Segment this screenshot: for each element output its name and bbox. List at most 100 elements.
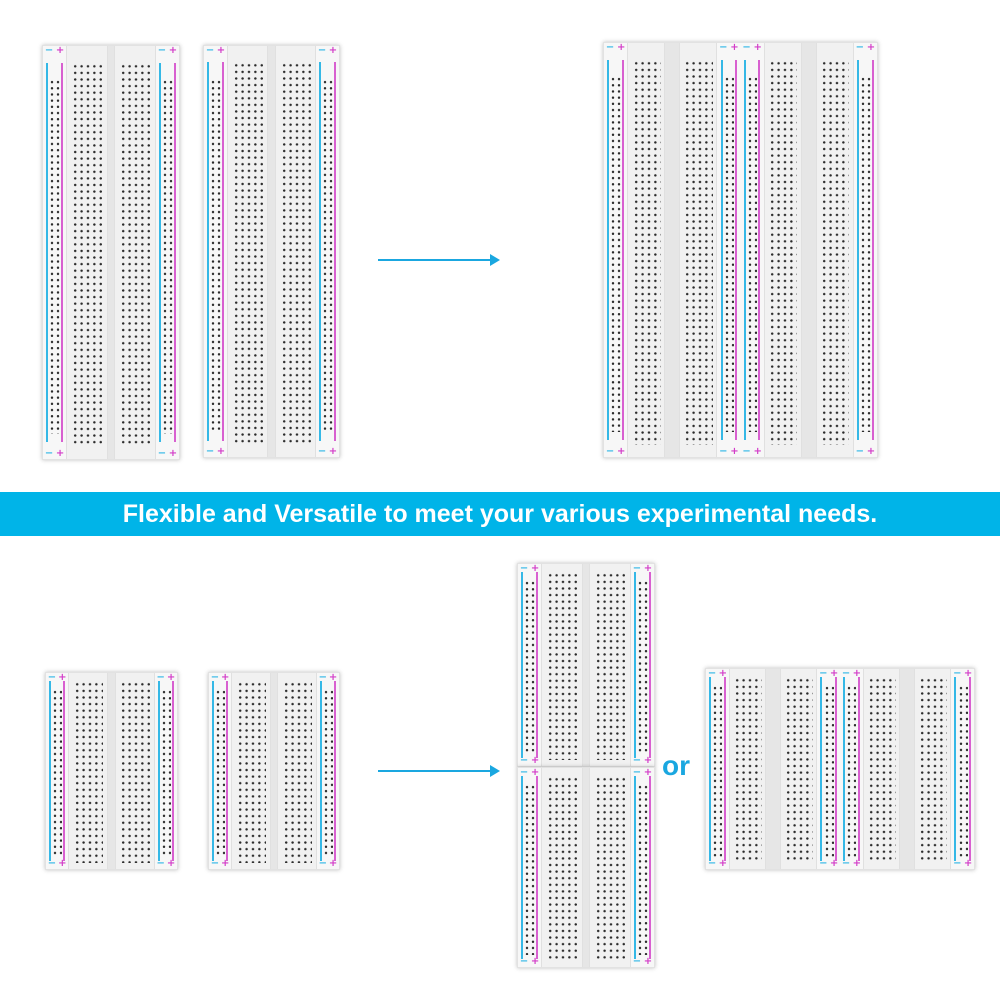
plus-label: + [643,563,653,574]
minus-label: − [519,956,529,967]
terminal-holes [769,59,798,445]
terminal-holes [280,62,312,445]
power-rail: − + − + [46,672,69,869]
plus-label: + [216,446,226,457]
minus-label: − [210,672,220,683]
minus-label: − [632,563,642,574]
rail-line-positive [968,677,971,861]
plus-label: + [168,448,178,459]
breadboard-full-1: − + − + − + − + [42,45,180,460]
power-rail: − + − + [154,672,178,869]
plus-label: + [753,446,762,457]
power-rail: − + − + [209,672,232,869]
minus-label: − [519,563,529,574]
plus-label: + [58,672,67,683]
rail-line-positive [834,677,837,861]
terminal-strip [68,673,109,869]
terminal-strip [541,564,583,766]
terminal-holes [820,59,850,445]
minus-label: − [317,446,327,457]
terminal-strip [589,768,631,967]
power-rail: − + − + [518,767,542,967]
minus-label: − [953,668,962,679]
rail-holes [49,79,60,435]
power-rail: − + − + [604,42,628,457]
terminal-holes [918,677,947,863]
power-rail: − + − + [316,672,339,869]
plus-label: + [829,668,839,679]
minus-label: − [47,672,57,683]
minus-label: − [605,446,615,457]
plus-label: + [866,446,876,457]
terminal-strip [231,673,271,869]
rail-holes [823,685,834,857]
minus-label: − [156,672,165,683]
power-rail: − + − + [853,42,878,457]
power-rail: − + − + [518,563,542,766]
terminal-strip [114,673,155,869]
plus-label: + [328,858,338,869]
terminal-strip [862,669,901,869]
terminal-strip [728,669,767,869]
rail-line-positive [758,59,761,441]
center-channel [270,673,278,869]
arrow-right-icon [378,254,500,266]
rail-line-negative [843,677,846,861]
plus-label: + [55,45,65,56]
rail-line-negative [634,775,637,960]
plus-label: + [963,858,973,869]
minus-label: − [318,672,328,683]
plus-label: + [718,668,727,679]
minus-label: − [156,858,165,869]
center-channel [900,669,914,869]
plus-label: + [168,45,178,56]
rail-line-positive [171,680,174,862]
arrow-right-icon [378,765,500,777]
rail-line-negative [954,677,957,861]
minus-label: − [841,858,851,869]
minus-label: − [707,668,717,679]
minus-label: − [317,45,327,56]
power-rail: − + − + [706,669,729,869]
plus-label: + [166,672,176,683]
center-channel [268,46,275,457]
plus-label: + [58,858,67,869]
rail-holes [210,78,221,433]
rail-line-positive [723,677,726,861]
minus-label: − [855,446,865,457]
rail-holes [637,580,648,754]
plus-label: + [220,858,230,869]
minus-label: − [742,42,751,53]
plus-label: + [616,42,626,53]
power-rail: − + − + [817,668,841,869]
plus-label: + [866,42,876,53]
terminal-holes [632,59,661,445]
rail-holes [323,688,333,858]
plus-label: + [55,448,65,459]
rail-holes [846,685,857,857]
minus-label: − [210,858,220,869]
banner-text: Flexible and Versatile to meet your vari… [122,499,878,528]
minus-label: − [44,45,54,56]
minus-label: − [205,45,215,56]
minus-label: − [719,446,728,457]
plus-label: + [718,858,727,869]
rail-line-positive [857,677,860,861]
rail-holes [215,688,225,858]
power-rail: − + − + [630,563,655,766]
minus-label: − [632,956,642,967]
terminal-holes [546,572,578,760]
terminal-holes [595,572,626,760]
plus-label: + [530,767,540,778]
minus-label: − [953,858,962,869]
terminal-strip [815,43,854,457]
breadboard-full-2: − + − + − + − + [203,45,340,458]
rail-line-negative [46,62,49,443]
plus-label: + [530,563,540,574]
minus-label: − [719,42,728,53]
power-rail: − + − + [43,45,67,459]
rail-line-positive [333,62,336,441]
minus-label: − [519,755,529,766]
minus-label: − [632,767,642,778]
terminal-strip [679,43,718,457]
